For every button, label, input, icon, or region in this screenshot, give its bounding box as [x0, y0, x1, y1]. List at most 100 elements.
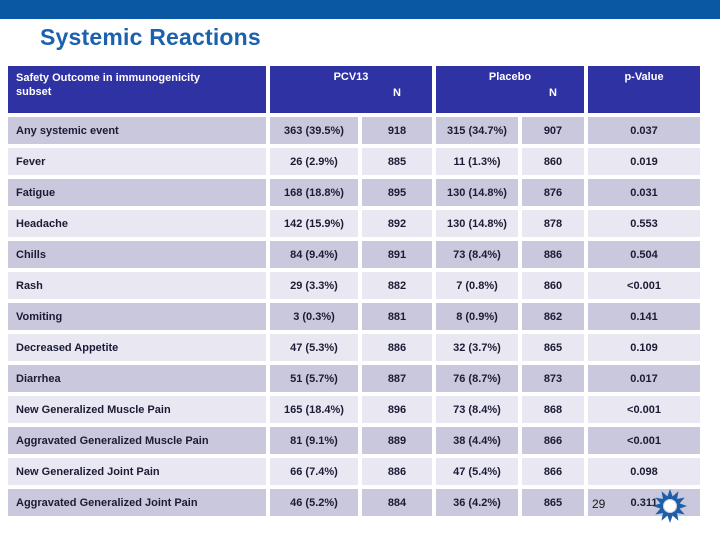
table-row: Decreased Appetite 47 (5.3%) 886 32 (3.7… [8, 334, 700, 361]
placebo-value-cell: 11 (1.3%) [436, 148, 518, 175]
placebo-n-cell: 860 [522, 272, 584, 299]
pcv13-n-cell: 882 [362, 272, 432, 299]
col-header-outcome: Safety Outcome in immunogenicity subset [8, 66, 266, 113]
col-header-pvalue: p-Value [588, 66, 700, 113]
placebo-value-cell: 315 (34.7%) [436, 117, 518, 144]
col-header-placebo: Placebo N [436, 66, 584, 113]
pcv13-value-cell: 66 (7.4%) [270, 458, 358, 485]
outcome-cell: New Generalized Joint Pain [8, 458, 266, 485]
pcv13-value-cell: 81 (9.1%) [270, 427, 358, 454]
pcv13-n-cell: 892 [362, 210, 432, 237]
placebo-n-cell: 865 [522, 334, 584, 361]
pvalue-cell: <0.001 [588, 427, 700, 454]
pcv13-value-cell: 51 (5.7%) [270, 365, 358, 392]
placebo-n-cell: 866 [522, 427, 584, 454]
pcv13-n-cell: 896 [362, 396, 432, 423]
table-row: Aggravated Generalized Muscle Pain 81 (9… [8, 427, 700, 454]
pcv13-value-cell: 165 (18.4%) [270, 396, 358, 423]
placebo-value-cell: 130 (14.8%) [436, 210, 518, 237]
pcv13-value-cell: 29 (3.3%) [270, 272, 358, 299]
placebo-n-cell: 862 [522, 303, 584, 330]
placebo-value-cell: 73 (8.4%) [436, 241, 518, 268]
outcome-cell: Headache [8, 210, 266, 237]
placebo-group-label: Placebo [488, 71, 532, 83]
pcv13-n-cell: 881 [362, 303, 432, 330]
pcv13-n-cell: 886 [362, 458, 432, 485]
table-row: New Generalized Joint Pain 66 (7.4%) 886… [8, 458, 700, 485]
outcome-cell: Aggravated Generalized Joint Pain [8, 489, 266, 516]
outcome-cell: Decreased Appetite [8, 334, 266, 361]
outcome-cell: Aggravated Generalized Muscle Pain [8, 427, 266, 454]
systemic-reactions-table: Safety Outcome in immunogenicity subset … [4, 62, 704, 520]
outcome-cell: Chills [8, 241, 266, 268]
outcome-cell: Rash [8, 272, 266, 299]
pcv13-n-cell: 891 [362, 241, 432, 268]
outcome-cell: Fever [8, 148, 266, 175]
pvalue-cell: 0.504 [588, 241, 700, 268]
outcome-cell: New Generalized Muscle Pain [8, 396, 266, 423]
table-row: Headache 142 (15.9%) 892 130 (14.8%) 878… [8, 210, 700, 237]
pcv13-n-cell: 884 [362, 489, 432, 516]
placebo-n-cell: 860 [522, 148, 584, 175]
outcome-cell: Vomiting [8, 303, 266, 330]
table-row: Fever 26 (2.9%) 885 11 (1.3%) 860 0.019 [8, 148, 700, 175]
pcv13-value-cell: 168 (18.8%) [270, 179, 358, 206]
table-body: Any systemic event 363 (39.5%) 918 315 (… [8, 117, 700, 516]
outcome-cell: Any systemic event [8, 117, 266, 144]
placebo-n-cell: 876 [522, 179, 584, 206]
pcv13-value-cell: 46 (5.2%) [270, 489, 358, 516]
placebo-value-cell: 8 (0.9%) [436, 303, 518, 330]
pcv13-value-cell: 47 (5.3%) [270, 334, 358, 361]
table-row: Rash 29 (3.3%) 882 7 (0.8%) 860 <0.001 [8, 272, 700, 299]
outcome-cell: Fatigue [8, 179, 266, 206]
table-row: Any systemic event 363 (39.5%) 918 315 (… [8, 117, 700, 144]
placebo-value-cell: 130 (14.8%) [436, 179, 518, 206]
pcv13-value-cell: 3 (0.3%) [270, 303, 358, 330]
pvalue-cell: 0.109 [588, 334, 700, 361]
pcv13-value-cell: 84 (9.4%) [270, 241, 358, 268]
pcv13-n-cell: 885 [362, 148, 432, 175]
slide-title: Systemic Reactions [40, 24, 261, 50]
pvalue-cell: <0.001 [588, 396, 700, 423]
placebo-n-cell: 878 [522, 210, 584, 237]
pcv13-value-cell: 26 (2.9%) [270, 148, 358, 175]
pcv13-n-cell: 918 [362, 117, 432, 144]
table-row: Chills 84 (9.4%) 891 73 (8.4%) 886 0.504 [8, 241, 700, 268]
placebo-n-cell: 865 [522, 489, 584, 516]
col-header-pcv13: PCV13 N [270, 66, 432, 113]
placebo-n-cell: 866 [522, 458, 584, 485]
outcome-cell: Diarrhea [8, 365, 266, 392]
placebo-value-cell: 36 (4.2%) [436, 489, 518, 516]
pvalue-cell: 0.553 [588, 210, 700, 237]
placebo-n-cell: 907 [522, 117, 584, 144]
page-number: 29 [592, 497, 606, 511]
placebo-value-cell: 7 (0.8%) [436, 272, 518, 299]
col-header-outcome-label: Safety Outcome in immunogenicity subset [16, 72, 200, 99]
pvalue-cell: 0.019 [588, 148, 700, 175]
table-row: Fatigue 168 (18.8%) 895 130 (14.8%) 876 … [8, 179, 700, 206]
pcv13-group-label: PCV13 [333, 71, 369, 83]
placebo-n-cell: 868 [522, 396, 584, 423]
pcv13-n-cell: 887 [362, 365, 432, 392]
table-header: Safety Outcome in immunogenicity subset … [8, 66, 700, 113]
table-row: Vomiting 3 (0.3%) 881 8 (0.9%) 862 0.141 [8, 303, 700, 330]
placebo-value-cell: 32 (3.7%) [436, 334, 518, 361]
pvalue-cell: 0.098 [588, 458, 700, 485]
pcv13-value-cell: 142 (15.9%) [270, 210, 358, 237]
table-row: Diarrhea 51 (5.7%) 887 76 (8.7%) 873 0.0… [8, 365, 700, 392]
pvalue-cell: <0.001 [588, 272, 700, 299]
placebo-value-cell: 73 (8.4%) [436, 396, 518, 423]
placebo-n-cell: 873 [522, 365, 584, 392]
pvalue-cell: 0.037 [588, 117, 700, 144]
placebo-n-label: N [549, 87, 557, 99]
pcv13-value-cell: 363 (39.5%) [270, 117, 358, 144]
pcv13-n-cell: 889 [362, 427, 432, 454]
placebo-value-cell: 47 (5.4%) [436, 458, 518, 485]
pvalue-cell: 0.141 [588, 303, 700, 330]
pcv13-n-label: N [393, 87, 401, 99]
placebo-value-cell: 38 (4.4%) [436, 427, 518, 454]
pvalue-header-label: p-Value [624, 71, 664, 83]
placebo-value-cell: 76 (8.7%) [436, 365, 518, 392]
pcv13-n-cell: 886 [362, 334, 432, 361]
